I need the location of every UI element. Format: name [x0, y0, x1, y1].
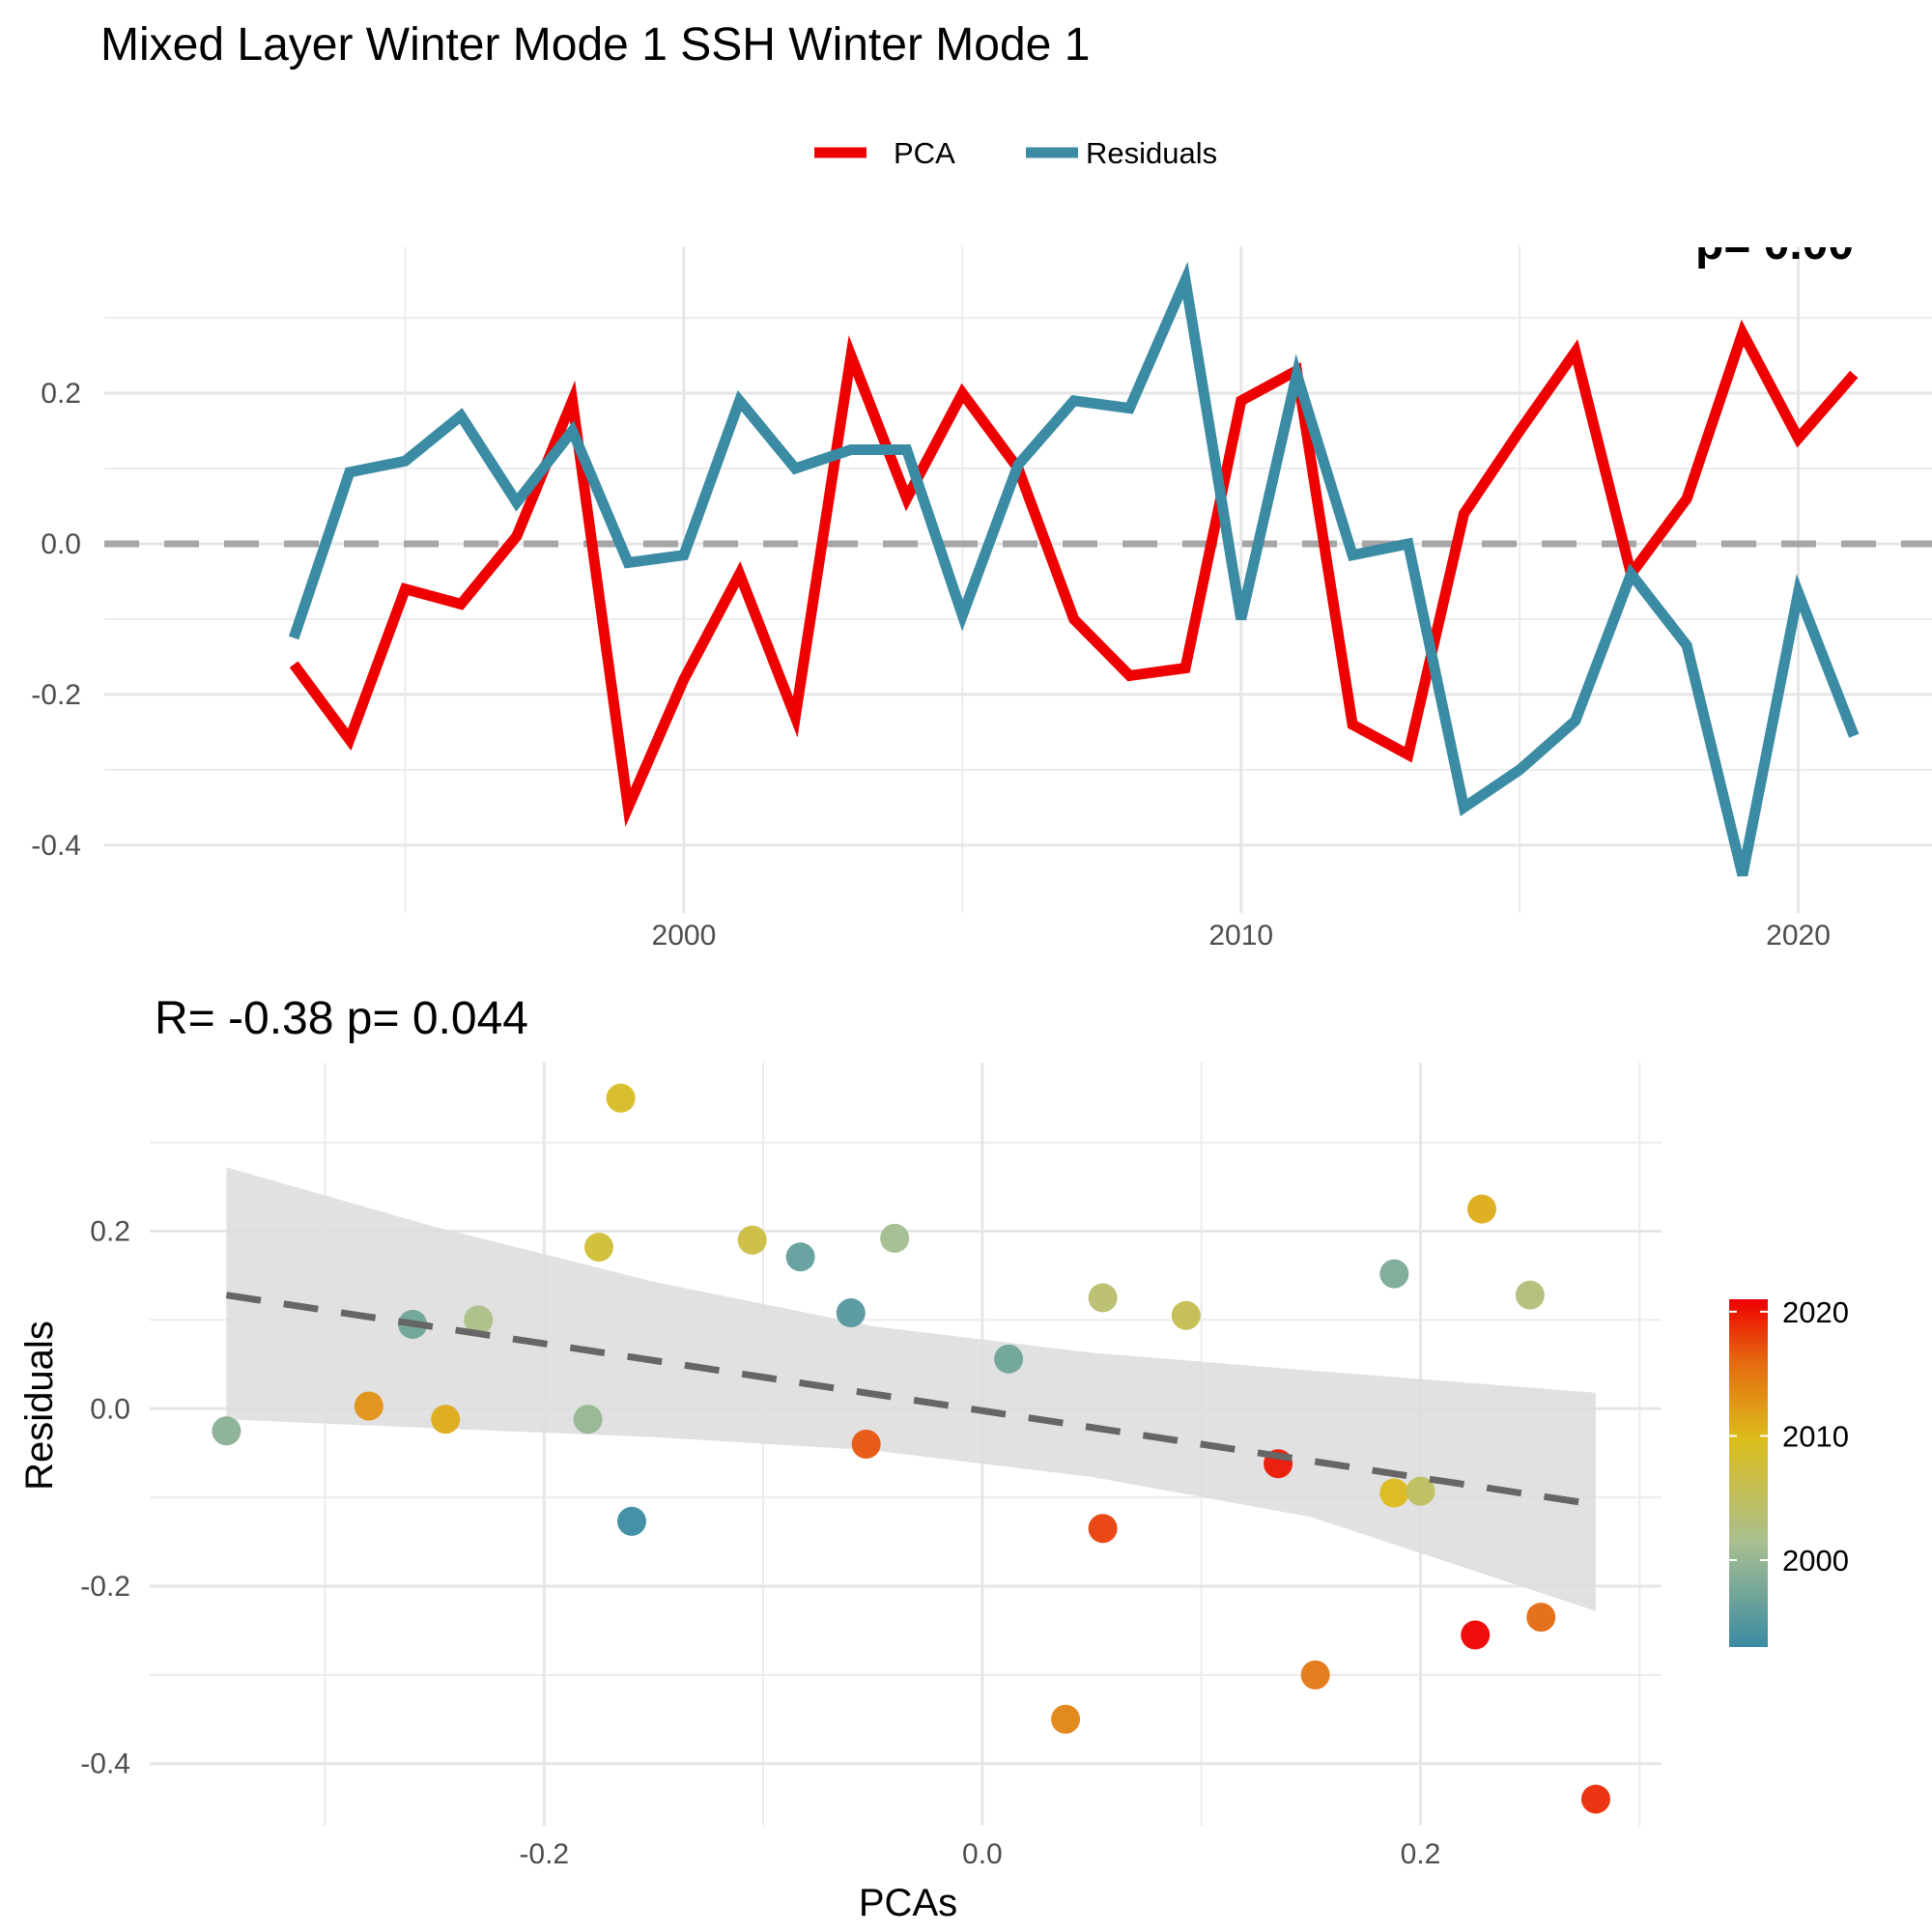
y-tick-label: 0.0: [90, 1393, 130, 1425]
y-tick-label: -0.4: [80, 1748, 130, 1780]
scatter-point: [431, 1405, 461, 1435]
legend: PCA Residuals: [814, 136, 1217, 170]
scatter-point: [1515, 1280, 1545, 1310]
scatter-panel: -0.2 0.0 0.2 -0.4 -0.2 0.0 0.2: [80, 1063, 1662, 1870]
scatter-point: [785, 1242, 815, 1272]
series-line-residuals: [288, 261, 1860, 877]
y-tick-label: -0.4: [31, 830, 81, 862]
colorbar-tick-label: 2020: [1782, 1295, 1849, 1329]
scatter-point: [1467, 1194, 1497, 1224]
scatter-point: [1379, 1478, 1409, 1508]
scatter-point: [1300, 1660, 1330, 1690]
clipped-annotation: p= 0.00: [1695, 218, 1854, 270]
y-tick-label: 0.0: [41, 528, 81, 560]
x-tick-label: 2000: [652, 920, 717, 952]
scatter-point: [880, 1223, 910, 1253]
x-tick-label: 2010: [1208, 920, 1273, 952]
y-tick-label: 0.2: [41, 378, 81, 410]
scatter-point: [1406, 1476, 1435, 1506]
chart-title: Mixed Layer Winter Mode 1 SSH Winter Mod…: [100, 19, 1090, 71]
x-tick-label: 0.2: [1401, 1838, 1441, 1870]
clipped-stat-label: p= 0.00: [1695, 218, 1854, 270]
scatter-point: [1526, 1603, 1556, 1633]
scatter-point: [1088, 1514, 1118, 1544]
scatter-point: [616, 1506, 646, 1536]
scatter-point: [1171, 1300, 1201, 1330]
colorbar-tick-label: 2000: [1782, 1544, 1849, 1577]
x-tick-label: 0.0: [962, 1838, 1003, 1870]
confidence-band: [226, 1167, 1596, 1611]
y-axis-label: Residuals: [18, 1321, 61, 1491]
scatter-point: [212, 1416, 242, 1446]
scatter-point: [994, 1344, 1024, 1374]
scatter-point: [1461, 1620, 1491, 1650]
scatter-point: [851, 1430, 881, 1459]
colorbar: 2000 2010 2020: [1729, 1295, 1849, 1647]
scatter-point: [464, 1305, 494, 1335]
time-series-panel: 2000 2010 2020 -0.4 -0.2 0.0 0.2: [31, 246, 1932, 952]
x-tick-label: 2020: [1766, 920, 1831, 952]
x-axis-label: PCAs: [859, 1882, 957, 1924]
scatter-point: [737, 1225, 767, 1255]
y-tick-label: -0.2: [80, 1571, 130, 1603]
x-tick-label: -0.2: [519, 1838, 569, 1870]
legend-label-pca: PCA: [894, 136, 955, 170]
scatter-point: [573, 1405, 603, 1435]
legend-label-residuals: Residuals: [1086, 136, 1217, 170]
y-tick-label: -0.2: [31, 679, 81, 711]
scatter-point: [606, 1083, 636, 1113]
scatter-point: [836, 1298, 866, 1328]
y-tick-label: 0.2: [90, 1216, 130, 1248]
scatter-point: [1379, 1259, 1409, 1289]
colorbar-tick-label: 2010: [1782, 1419, 1849, 1453]
scatter-subtitle: R= -0.38 p= 0.044: [155, 993, 528, 1044]
scatter-point: [1580, 1784, 1610, 1814]
scatter-point: [1051, 1704, 1081, 1734]
scatter-point: [583, 1233, 613, 1263]
scatter-point: [1088, 1283, 1118, 1313]
colorbar-gradient: [1729, 1299, 1768, 1647]
series-line-pca: [289, 319, 1859, 828]
scatter-point: [354, 1391, 384, 1421]
